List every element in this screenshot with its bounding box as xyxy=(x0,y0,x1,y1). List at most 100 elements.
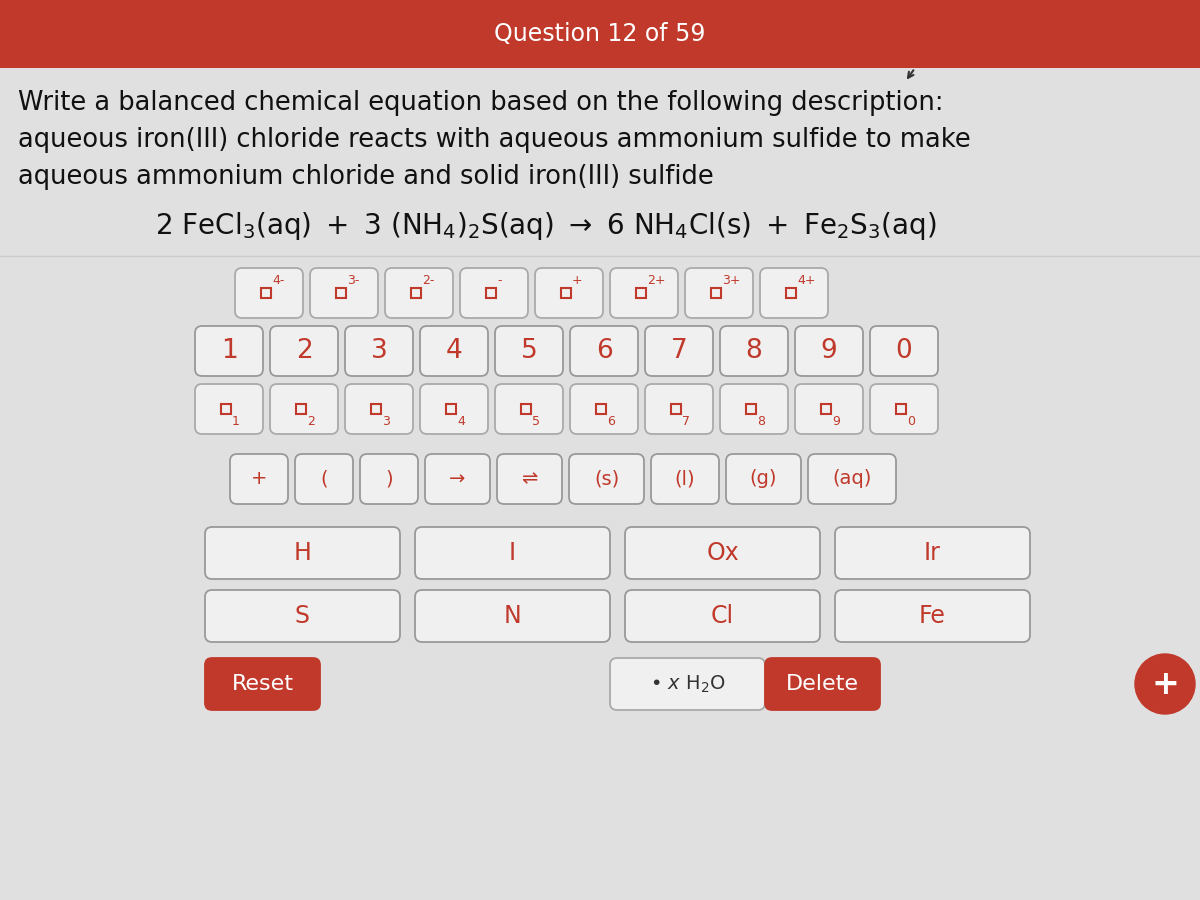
FancyBboxPatch shape xyxy=(194,384,263,434)
Text: 1: 1 xyxy=(221,338,238,364)
Text: 6: 6 xyxy=(595,338,612,364)
FancyBboxPatch shape xyxy=(569,454,644,504)
FancyBboxPatch shape xyxy=(385,268,454,318)
FancyBboxPatch shape xyxy=(415,527,610,579)
Text: Ox: Ox xyxy=(706,541,739,565)
FancyBboxPatch shape xyxy=(205,527,400,579)
FancyBboxPatch shape xyxy=(205,590,400,642)
FancyBboxPatch shape xyxy=(270,326,338,376)
Text: 0: 0 xyxy=(907,415,916,428)
FancyBboxPatch shape xyxy=(535,268,604,318)
Text: (g): (g) xyxy=(750,470,778,489)
FancyBboxPatch shape xyxy=(808,454,896,504)
FancyBboxPatch shape xyxy=(460,268,528,318)
FancyBboxPatch shape xyxy=(496,326,563,376)
FancyBboxPatch shape xyxy=(726,454,802,504)
FancyBboxPatch shape xyxy=(646,326,713,376)
Text: 3-: 3- xyxy=(347,274,359,287)
FancyBboxPatch shape xyxy=(796,326,863,376)
Text: 3+: 3+ xyxy=(722,274,740,287)
Text: 5: 5 xyxy=(532,415,540,428)
Text: (aq): (aq) xyxy=(833,470,871,489)
FancyBboxPatch shape xyxy=(570,326,638,376)
Text: 6: 6 xyxy=(607,415,614,428)
Text: aqueous iron(III) chloride reacts with aqueous ammonium sulfide to make: aqueous iron(III) chloride reacts with a… xyxy=(18,127,971,153)
FancyBboxPatch shape xyxy=(870,326,938,376)
Text: Ir: Ir xyxy=(924,541,941,565)
Text: Reset: Reset xyxy=(232,674,294,694)
Text: +: + xyxy=(251,470,268,489)
FancyBboxPatch shape xyxy=(230,454,288,504)
Text: 9: 9 xyxy=(832,415,840,428)
Text: 1: 1 xyxy=(232,415,240,428)
Text: (s): (s) xyxy=(594,470,619,489)
Text: Delete: Delete xyxy=(786,674,859,694)
FancyBboxPatch shape xyxy=(360,454,418,504)
Text: 4+: 4+ xyxy=(797,274,816,287)
Text: 2+: 2+ xyxy=(647,274,666,287)
FancyBboxPatch shape xyxy=(720,326,788,376)
FancyBboxPatch shape xyxy=(295,454,353,504)
Text: 3: 3 xyxy=(382,415,390,428)
FancyBboxPatch shape xyxy=(766,658,880,710)
FancyBboxPatch shape xyxy=(310,268,378,318)
FancyBboxPatch shape xyxy=(870,384,938,434)
Text: +: + xyxy=(1151,668,1178,700)
Text: Write a balanced chemical equation based on the following description:: Write a balanced chemical equation based… xyxy=(18,90,943,116)
FancyBboxPatch shape xyxy=(835,527,1030,579)
Text: ): ) xyxy=(385,470,392,489)
Text: $\mathregular{2\ FeCl_3(aq)\ +\ 3\ (NH_4)_2S(aq)\ \rightarrow\ 6\ NH_4Cl(s)\ +\ : $\mathregular{2\ FeCl_3(aq)\ +\ 3\ (NH_4… xyxy=(155,210,937,242)
Text: 9: 9 xyxy=(821,338,838,364)
Text: +: + xyxy=(572,274,583,287)
FancyBboxPatch shape xyxy=(420,384,488,434)
FancyBboxPatch shape xyxy=(235,268,302,318)
FancyBboxPatch shape xyxy=(685,268,754,318)
Text: -: - xyxy=(497,274,502,287)
Text: 2: 2 xyxy=(295,338,312,364)
FancyBboxPatch shape xyxy=(720,384,788,434)
Text: Fe: Fe xyxy=(919,604,946,628)
Text: (l): (l) xyxy=(674,470,695,489)
Text: 8: 8 xyxy=(757,415,766,428)
Text: 2: 2 xyxy=(307,415,314,428)
FancyBboxPatch shape xyxy=(625,527,820,579)
Text: Question 12 of 59: Question 12 of 59 xyxy=(494,22,706,46)
FancyBboxPatch shape xyxy=(205,658,320,710)
FancyBboxPatch shape xyxy=(194,326,263,376)
FancyBboxPatch shape xyxy=(270,384,338,434)
Text: 3: 3 xyxy=(371,338,388,364)
FancyBboxPatch shape xyxy=(760,268,828,318)
FancyBboxPatch shape xyxy=(650,454,719,504)
FancyBboxPatch shape xyxy=(346,384,413,434)
FancyBboxPatch shape xyxy=(496,384,563,434)
Text: Cl: Cl xyxy=(710,604,734,628)
FancyBboxPatch shape xyxy=(420,326,488,376)
Text: 2-: 2- xyxy=(422,274,434,287)
Text: N: N xyxy=(504,604,521,628)
FancyBboxPatch shape xyxy=(610,268,678,318)
Text: 4: 4 xyxy=(445,338,462,364)
FancyBboxPatch shape xyxy=(835,590,1030,642)
Text: S: S xyxy=(295,604,310,628)
FancyBboxPatch shape xyxy=(610,658,766,710)
Text: 7: 7 xyxy=(671,338,688,364)
FancyBboxPatch shape xyxy=(646,384,713,434)
Text: 0: 0 xyxy=(895,338,912,364)
Text: →: → xyxy=(449,470,466,489)
Circle shape xyxy=(1135,654,1195,714)
Text: 4: 4 xyxy=(457,415,464,428)
FancyBboxPatch shape xyxy=(796,384,863,434)
FancyBboxPatch shape xyxy=(415,590,610,642)
Text: aqueous ammonium chloride and solid iron(III) sulfide: aqueous ammonium chloride and solid iron… xyxy=(18,164,714,190)
Text: 5: 5 xyxy=(521,338,538,364)
FancyBboxPatch shape xyxy=(625,590,820,642)
Text: 8: 8 xyxy=(745,338,762,364)
Text: 4-: 4- xyxy=(272,274,284,287)
FancyBboxPatch shape xyxy=(497,454,562,504)
FancyBboxPatch shape xyxy=(570,384,638,434)
FancyBboxPatch shape xyxy=(425,454,490,504)
FancyBboxPatch shape xyxy=(346,326,413,376)
FancyBboxPatch shape xyxy=(0,0,1200,68)
Text: 7: 7 xyxy=(682,415,690,428)
Text: ⇌: ⇌ xyxy=(521,470,538,489)
